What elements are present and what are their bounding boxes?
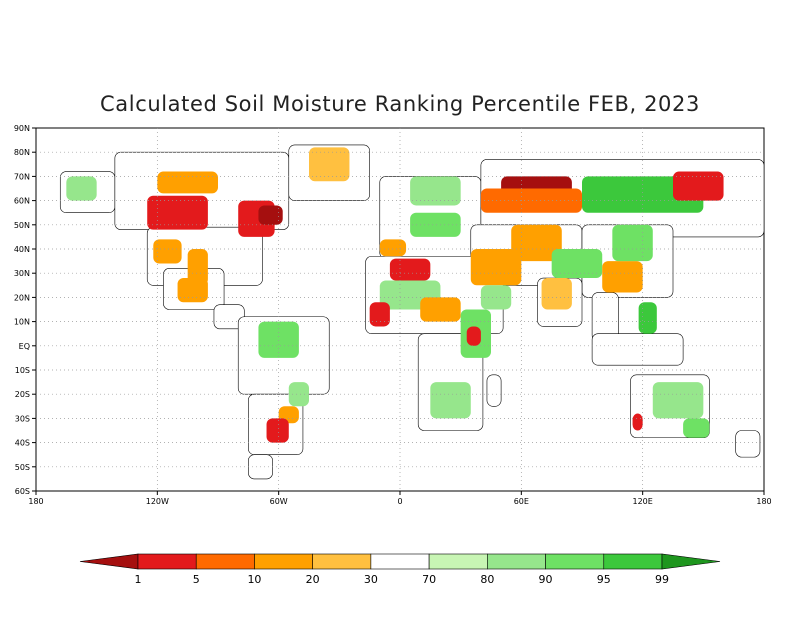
lat-label: 80N xyxy=(14,148,30,157)
region-us-plains-orange xyxy=(187,249,208,286)
lat-label: 60N xyxy=(14,197,30,206)
colorbar-high-arrow xyxy=(661,553,721,570)
lat-label: 50N xyxy=(14,221,30,230)
region-quebec-red xyxy=(258,205,283,225)
region-s-am-green xyxy=(258,321,299,358)
lon-label: 180 xyxy=(756,497,771,506)
region-china-green xyxy=(612,224,653,262)
lon-label: 120E xyxy=(633,497,653,506)
region-sahel-orange xyxy=(420,297,461,322)
region-us-west-orange xyxy=(153,239,182,264)
lat-label: 70N xyxy=(14,172,30,181)
colorbar-box xyxy=(254,553,313,570)
colorbar-tick-label: 90 xyxy=(539,573,553,586)
region-central-asia-orange xyxy=(511,224,562,262)
region-europe-green xyxy=(410,212,461,237)
region-alaska-green xyxy=(66,176,97,201)
lat-label: 90N xyxy=(14,124,30,133)
lon-label: 60W xyxy=(270,497,288,506)
lat-label: 10S xyxy=(15,366,30,375)
lat-label: 60S xyxy=(15,487,30,496)
region-canada-north-orange xyxy=(157,171,218,194)
lon-axis: 180 120W 60W 0 60E 120E 180 xyxy=(28,491,772,506)
colorbar-box xyxy=(428,553,488,570)
lon-label: 180 xyxy=(28,497,43,506)
lon-label: 60E xyxy=(514,497,529,506)
region-madagascar xyxy=(486,374,502,407)
region-e-africa-red xyxy=(466,326,481,346)
region-kamchatka-red xyxy=(673,171,724,201)
colorbar-box xyxy=(370,553,430,570)
lat-label: 20N xyxy=(14,293,30,302)
region-middle-east-orange xyxy=(470,249,522,286)
region-scandinavia-green xyxy=(410,176,461,206)
lat-label: 10N xyxy=(14,318,30,327)
region-nw-africa-red xyxy=(389,258,431,281)
lon-label: 120W xyxy=(146,497,169,506)
colorbar-tick-label: 80 xyxy=(480,573,494,586)
gridlines xyxy=(36,128,764,491)
colorbar-box xyxy=(137,553,197,570)
colorbar-tick-label: 5 xyxy=(193,573,200,586)
lat-label: 30S xyxy=(15,414,30,423)
region-australia-sw-red xyxy=(632,413,643,431)
region-canada-drought xyxy=(147,195,208,230)
map-title: Calculated Soil Moisture Ranking Percent… xyxy=(100,92,700,116)
colorbar-low-arrow xyxy=(79,553,139,570)
region-philippines-green xyxy=(638,302,657,334)
colorbar-tick-label: 70 xyxy=(422,573,436,586)
colorbar-tick-label: 99 xyxy=(655,573,669,586)
region-greenland-orange xyxy=(309,147,350,182)
colorbar-tick-label: 95 xyxy=(597,573,611,586)
region-mexico-orange xyxy=(177,278,208,303)
region-tibet-green xyxy=(551,249,603,279)
lat-axis: 90N 80N 70N 60N 50N 40N 30N 20N 10N EQ 10S 20S 30S 40… xyxy=(14,124,36,496)
colorbar-tick-label: 30 xyxy=(364,573,378,586)
colorbar-box xyxy=(195,553,255,570)
region-s-africa-green xyxy=(430,382,471,419)
colorbar-box xyxy=(603,553,663,570)
region-china-orange xyxy=(602,261,643,293)
lat-label: 40N xyxy=(14,245,30,254)
lon-label: 0 xyxy=(397,497,402,506)
colorbar-tick-label: 20 xyxy=(306,573,320,586)
colorbar-tick-label: 10 xyxy=(247,573,261,586)
land-layer xyxy=(59,144,765,480)
region-australia-green xyxy=(652,382,704,419)
lat-label: 40S xyxy=(15,439,30,448)
lat-label: 20S xyxy=(15,390,30,399)
lat-label: 50S xyxy=(15,463,30,472)
region-india-orange xyxy=(541,278,572,310)
lat-label: EQ xyxy=(19,342,30,351)
region-russia-orange xyxy=(480,188,582,213)
region-new-zealand xyxy=(735,430,761,458)
region-brazil-green xyxy=(288,382,309,407)
region-spain-orange xyxy=(379,239,407,257)
region-argentina-red xyxy=(266,418,289,443)
lat-label: 30N xyxy=(14,269,30,278)
region-australia-se-green xyxy=(683,418,710,438)
colorbar-box xyxy=(545,553,605,570)
colorbar-box xyxy=(312,553,372,570)
region-west-africa-red xyxy=(369,302,390,327)
colorbar-tick-label: 1 xyxy=(135,573,142,586)
region-indonesia xyxy=(591,333,684,366)
colorbar: 1 5 10 20 30 70 80 90 95 99 xyxy=(79,553,721,586)
colorbar-box xyxy=(487,553,546,570)
